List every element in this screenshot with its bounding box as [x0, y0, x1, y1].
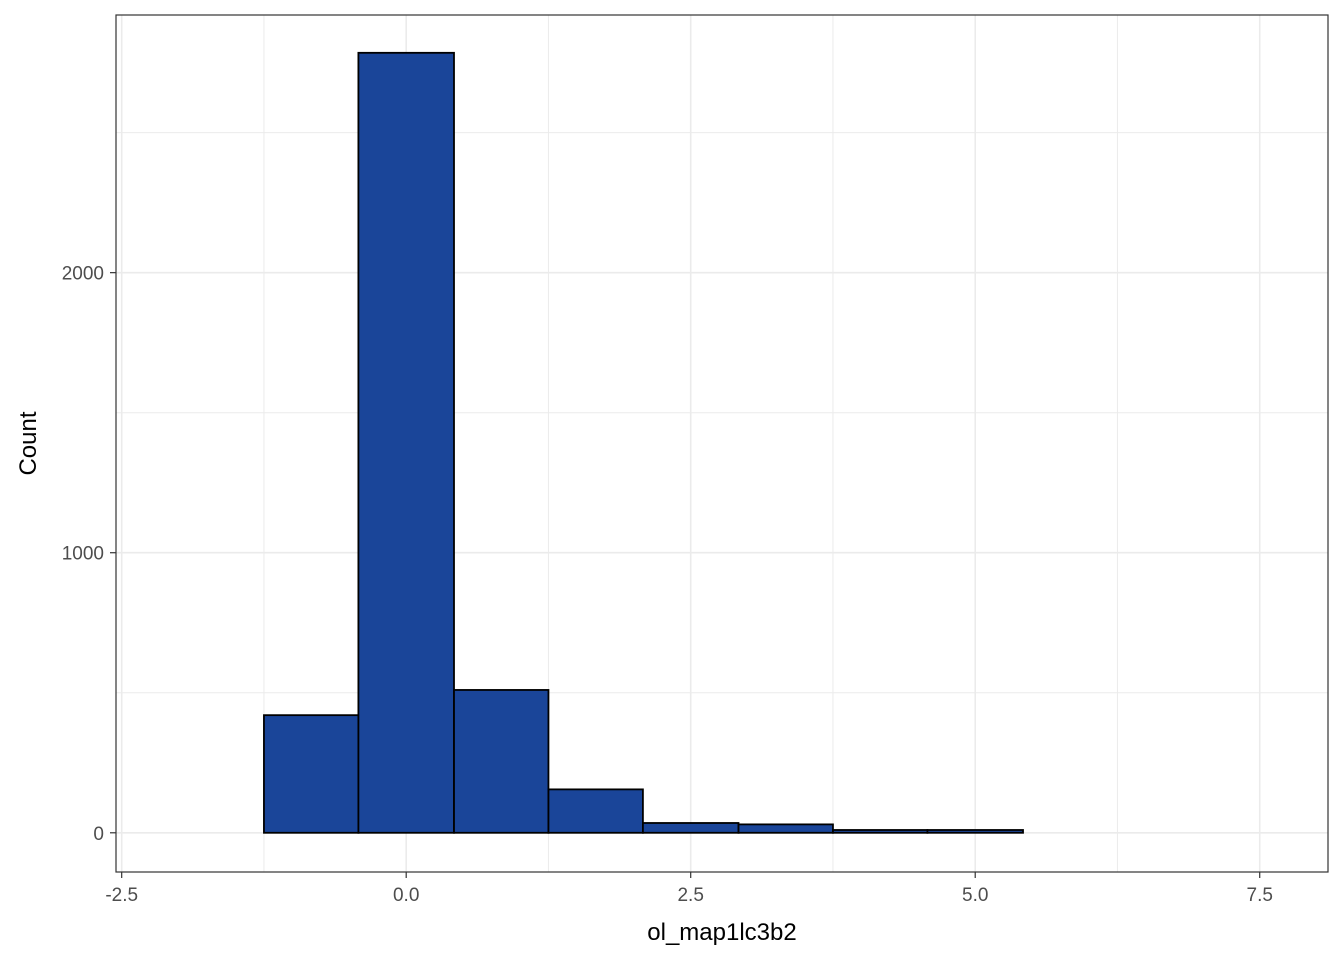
histogram-bar [642, 822, 740, 834]
histogram-bars [263, 51, 1024, 834]
histogram-bar [547, 788, 644, 834]
y-tick-label: 2000 [62, 264, 104, 285]
y-axis: 0 1000 2000 [62, 264, 116, 845]
histogram-bar [832, 829, 929, 834]
y-tick-label: 1000 [62, 544, 104, 565]
histogram-bar [357, 51, 455, 834]
histogram-bar [263, 714, 360, 834]
x-tick-label: 7.5 [1247, 885, 1273, 906]
y-tick-label: 0 [93, 824, 104, 845]
histogram-bar [926, 829, 1024, 834]
panel-border [115, 14, 1329, 873]
x-tick-label: -2.5 [105, 885, 138, 906]
x-tick-label: 0.0 [393, 885, 419, 906]
x-axis: -2.5 0.0 2.5 5.0 7.5 [105, 872, 1273, 906]
x-tick-label: 5.0 [962, 885, 988, 906]
x-tick-label: 2.5 [677, 885, 703, 906]
x-axis-title: ol_map1lc3b2 [647, 919, 796, 946]
y-axis-title: Count [15, 411, 42, 475]
histogram-bar [737, 823, 834, 834]
histogram-bar [453, 689, 550, 834]
